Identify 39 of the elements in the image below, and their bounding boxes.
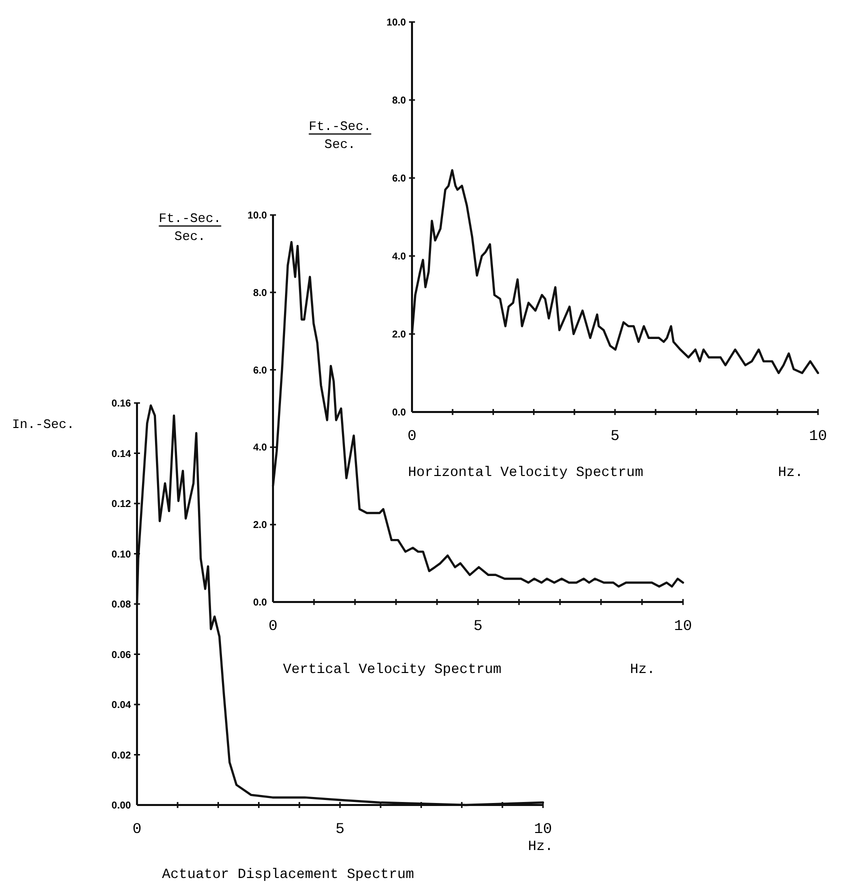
y-tick-label: 6.0 xyxy=(392,174,406,184)
y-tick-label: 4.0 xyxy=(253,442,268,454)
x-tick-label: 5 xyxy=(335,821,345,838)
x-axis-title: Hz. xyxy=(630,662,656,678)
y-tick-label: 0.16 xyxy=(112,398,132,410)
x-tick-label: 10 xyxy=(534,821,552,838)
x-axis-title: Hz. xyxy=(528,839,554,855)
y-tick-label: 0.0 xyxy=(392,408,406,418)
text: Actuator Displacement Spectrum xyxy=(162,867,414,883)
y-tick-label: 0.04 xyxy=(112,700,132,711)
y-tick-label: 0.10 xyxy=(112,549,132,560)
y-tick-label: 10.0 xyxy=(248,210,268,222)
y-axis-title: Ft.-Sec. Sec. xyxy=(308,119,372,152)
x-axis-title: Hz. xyxy=(778,465,804,481)
x-tick-label: 5 xyxy=(473,618,483,635)
y-tick-label: 10.0 xyxy=(386,18,406,28)
x-tick-label: 0 xyxy=(132,821,142,838)
text: Horizontal Velocity Spectrum xyxy=(408,465,644,481)
x-tick-label: 10 xyxy=(674,618,692,635)
y-tick-label: 0.08 xyxy=(112,600,132,610)
y-axis-title: Ft.-Sec. Sec. xyxy=(158,211,222,244)
x-tick-label: 0 xyxy=(407,428,417,445)
x-tick-label: 10 xyxy=(808,428,828,445)
y-tick-label: 0.02 xyxy=(112,750,132,762)
text: Vertical Velocity Spectrum xyxy=(283,662,502,678)
y-axis-title: In.-Sec. xyxy=(12,417,74,432)
y-tick-label: 2.0 xyxy=(392,330,406,340)
y-tick-label: 0.0 xyxy=(253,598,268,608)
y-tick-label: 4.0 xyxy=(392,252,406,262)
y-tick-label: 8.0 xyxy=(392,96,406,106)
y-tick-label: 8.0 xyxy=(253,288,268,299)
y-tick-label: 0.12 xyxy=(112,499,132,510)
x-tick-label: 5 xyxy=(610,428,620,445)
x-tick-label: 0 xyxy=(268,618,278,635)
y-tick-label: 6.0 xyxy=(253,365,268,376)
y-tick-label: 0.14 xyxy=(112,448,132,460)
y-tick-label: 2.0 xyxy=(253,520,268,532)
y-tick-label: 0.06 xyxy=(112,650,132,661)
y-tick-label: 0.00 xyxy=(112,800,132,812)
